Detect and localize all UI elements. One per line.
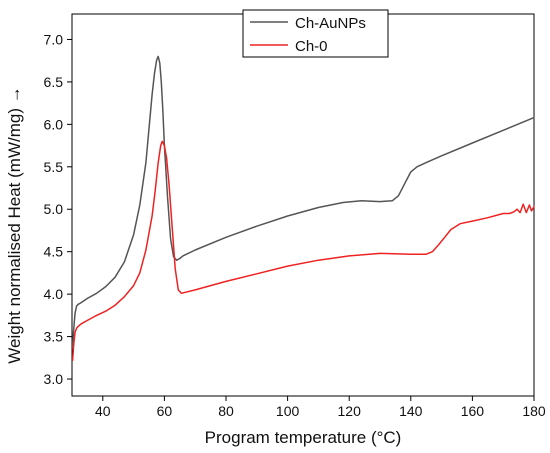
legend-label-ch-0: Ch-0	[295, 38, 328, 55]
series-line-ch-0	[71, 140, 535, 362]
y-tick-label: 5.0	[44, 201, 64, 217]
legend: Ch-AuNPs Ch-0	[242, 9, 389, 58]
y-tick-label: 3.0	[44, 371, 64, 387]
x-axis-title: Program temperature (°C)	[205, 428, 402, 447]
x-tick-label: 60	[157, 403, 173, 419]
x-tick-label: 80	[218, 403, 234, 419]
x-tick-label: 120	[338, 403, 362, 419]
y-axis-title: Weight normalised Heat (mW/mg) →	[5, 86, 24, 363]
x-tick-label: 40	[95, 403, 111, 419]
y-tick-label: 7.0	[44, 31, 64, 47]
y-tick-label: 3.5	[44, 329, 64, 345]
x-tick-label: 100	[276, 403, 300, 419]
y-tick-label: 4.0	[44, 286, 64, 302]
x-tick-label: 180	[522, 403, 546, 419]
x-tick-label: 140	[399, 403, 423, 419]
legend-label-ch-aunps: Ch-AuNPs	[295, 15, 366, 32]
legend-box	[242, 9, 389, 58]
x-tick-label: 160	[461, 403, 485, 419]
series-line-ch-aunps	[71, 55, 535, 346]
series-layer	[71, 55, 535, 362]
y-tick-label: 5.5	[44, 159, 64, 175]
axis-ticks: 40 60 80 100 120 140 160 180 3.0 3.5 4.0 4.5 5.0 5.5 6…	[44, 31, 546, 419]
y-tick-label: 4.5	[44, 244, 64, 260]
plot-frame	[71, 13, 535, 397]
y-tick-label: 6.0	[44, 116, 64, 132]
y-tick-label: 6.5	[44, 74, 64, 90]
